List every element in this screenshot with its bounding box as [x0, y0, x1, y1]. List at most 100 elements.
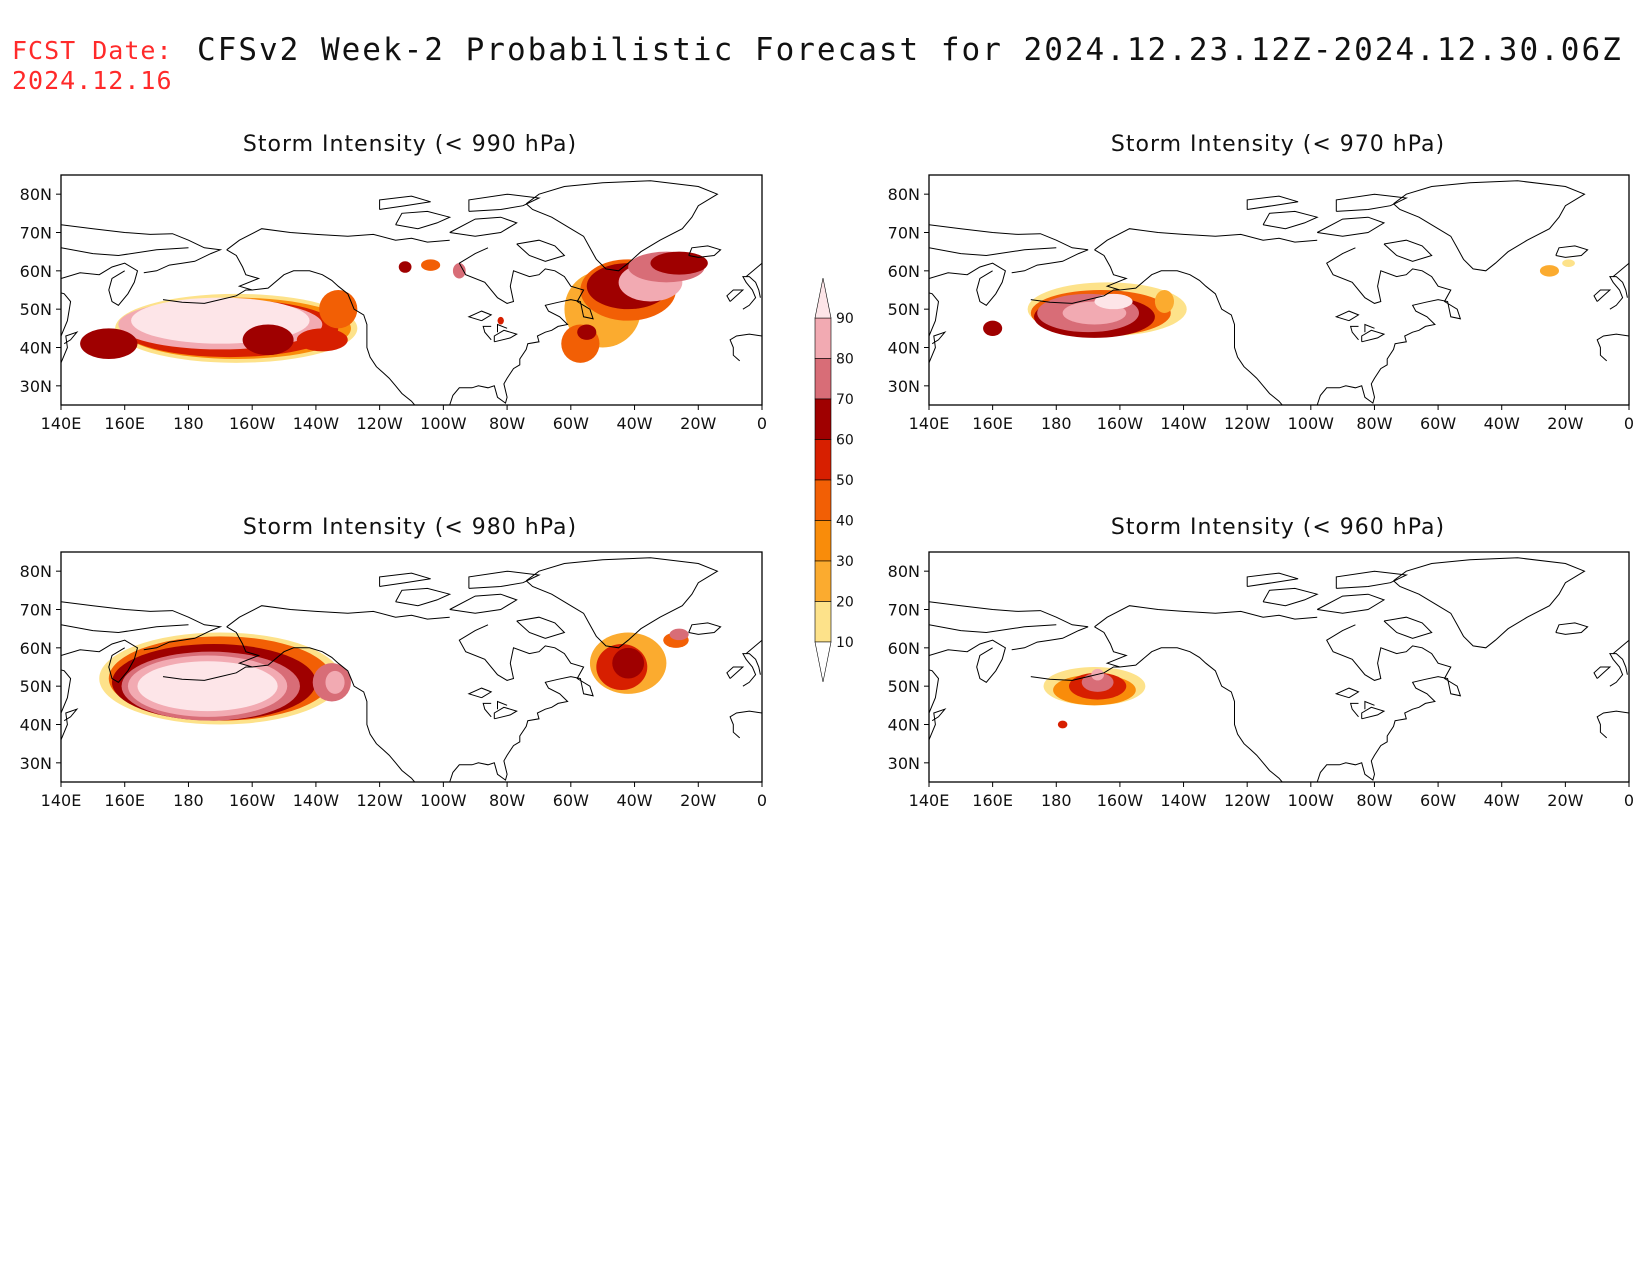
- probability-patch: [1562, 259, 1575, 267]
- lon-tick-label: 100W: [1288, 414, 1335, 433]
- lat-tick-label: 50N: [20, 300, 52, 319]
- coastline: [525, 557, 719, 649]
- lat-tick-label: 70N: [20, 601, 52, 620]
- coastline: [449, 624, 594, 782]
- probability-patch: [80, 328, 138, 359]
- colorbar-level-label: 10: [836, 635, 854, 651]
- coastline: [929, 708, 947, 740]
- coastline: [745, 609, 762, 654]
- lon-tick-label: 140W: [1160, 414, 1207, 433]
- lon-tick-label: 160E: [972, 791, 1013, 810]
- probability-patch: [650, 251, 708, 275]
- panel-title-970: Storm Intensity (< 970 hPa): [1110, 132, 1446, 157]
- coastline: [61, 247, 189, 257]
- lat-tick-label: 30N: [20, 754, 52, 773]
- coastline: [929, 224, 1089, 274]
- lon-tick-label: 40W: [1484, 791, 1520, 810]
- map-frame: [60, 551, 763, 783]
- map-panel-3: 80N 70N 60N 50N 40N 30N 140E 160E 180 160W 140W 120…: [20, 551, 767, 810]
- coastline: [1609, 653, 1628, 687]
- coastline: [1555, 622, 1589, 635]
- coastline: [525, 180, 719, 272]
- lon-tick-label: 180: [173, 414, 204, 433]
- coastline: [1335, 193, 1409, 212]
- page-title: CFSv2 Week-2 Probabilistic Forecast for …: [197, 32, 1623, 68]
- coastline: [1334, 687, 1360, 699]
- colorbar-level-label: 20: [836, 595, 854, 611]
- colorbar-level-label: 70: [836, 392, 854, 408]
- lon-tick-label: 80W: [1356, 791, 1392, 810]
- coastline: [688, 245, 722, 258]
- colorbar-segment: [814, 317, 832, 359]
- coastline: [379, 572, 431, 587]
- lon-tick-label: 80W: [489, 791, 525, 810]
- coastline: [61, 624, 189, 634]
- lat-tick-label: 50N: [20, 677, 52, 696]
- panel-title-980: Storm Intensity (< 980 hPa): [242, 515, 578, 540]
- coastline: [1364, 323, 1375, 333]
- coastline: [226, 605, 450, 628]
- panel-title-960: Storm Intensity (< 960 hPa): [1110, 515, 1446, 540]
- coastline: [61, 262, 139, 337]
- coastline: [729, 333, 762, 362]
- lon-tick-label: 0: [757, 414, 767, 433]
- coastline: [726, 289, 745, 302]
- coastline: [1609, 276, 1628, 310]
- coastline: [929, 601, 1089, 651]
- lon-tick-label: 0: [757, 791, 767, 810]
- lat-tick-label: 30N: [888, 377, 920, 396]
- lat-tick-label: 40N: [20, 339, 52, 358]
- lon-tick-label: 140E: [41, 791, 82, 810]
- probability-patch: [296, 328, 348, 352]
- probability-patch: [669, 628, 689, 641]
- lat-tick-label: 60N: [20, 639, 52, 658]
- coastline: [467, 310, 493, 322]
- coastline: [729, 710, 762, 739]
- coastline: [1383, 616, 1433, 639]
- probability-patch: [452, 263, 466, 279]
- lon-tick-label: 160W: [1097, 414, 1144, 433]
- lat-tick-label: 40N: [888, 716, 920, 735]
- coastline: [516, 616, 566, 639]
- coastline: [468, 193, 541, 212]
- lon-tick-label: 120W: [1224, 414, 1271, 433]
- colorbar-segment: [814, 398, 832, 440]
- colorbar-segment: [814, 601, 832, 643]
- lat-tick-label: 40N: [20, 716, 52, 735]
- coastline: [1316, 247, 1462, 405]
- lon-tick-label: 20W: [680, 791, 716, 810]
- coastline: [226, 626, 416, 782]
- lon-tick-label: 40W: [616, 414, 652, 433]
- lon-tick-label: 140W: [293, 414, 340, 433]
- coastline: [1335, 570, 1409, 589]
- lon-tick-label: 140E: [41, 414, 82, 433]
- lat-tick-label: 50N: [888, 300, 920, 319]
- coastline: [1361, 329, 1386, 343]
- coastline: [1094, 249, 1283, 405]
- coastline: [497, 323, 508, 333]
- lon-tick-label: 20W: [1547, 414, 1583, 433]
- coastline: [395, 587, 452, 607]
- coastline: [1262, 587, 1319, 607]
- lon-tick-label: 160E: [104, 414, 145, 433]
- lat-tick-label: 30N: [20, 377, 52, 396]
- lon-tick-label: 180: [1041, 791, 1072, 810]
- lat-tick-label: 30N: [888, 754, 920, 773]
- probability-patch: [398, 261, 412, 273]
- coastline: [1361, 706, 1386, 720]
- coastline: [929, 639, 1006, 714]
- map-panel-1: 80N 70N 60N 50N 40N 30N 140E 160E 180 160W 140W 120…: [20, 174, 767, 433]
- coastline: [1316, 216, 1386, 237]
- probability-patch: [325, 670, 345, 694]
- colorbar-bottom-arrow: [814, 641, 832, 683]
- coastline: [449, 247, 594, 405]
- coastline: [61, 331, 79, 363]
- coastline: [162, 289, 253, 304]
- lon-tick-label: 140W: [293, 791, 340, 810]
- coastline: [61, 639, 139, 714]
- lon-tick-label: 140W: [1160, 791, 1207, 810]
- lon-tick-label: 180: [173, 791, 204, 810]
- lon-tick-label: 140E: [909, 791, 950, 810]
- lon-tick-label: 40W: [616, 791, 652, 810]
- coastline: [61, 708, 79, 740]
